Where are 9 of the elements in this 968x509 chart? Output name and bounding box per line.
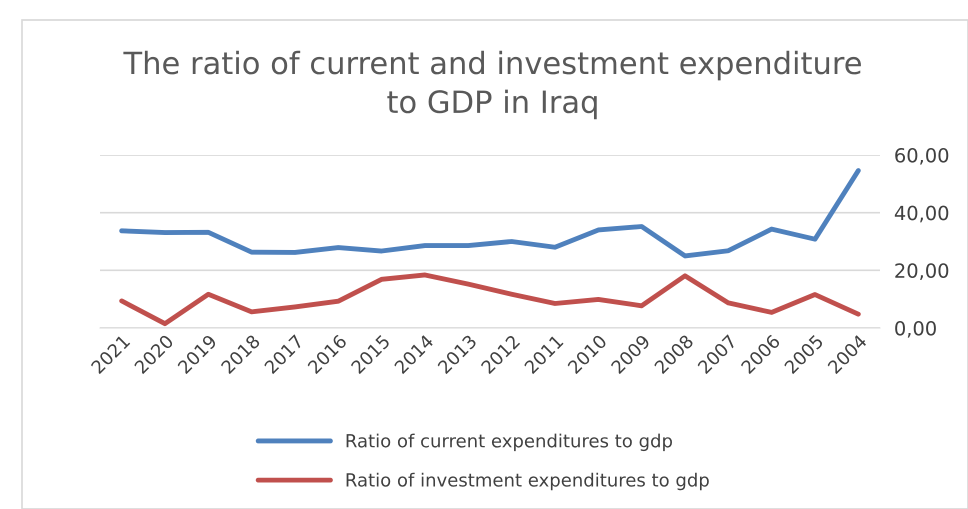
line-series bbox=[119, 168, 861, 258]
y-tick-label: 40,00 bbox=[894, 206, 948, 222]
legend-label: Ratio of current expenditures to gdp bbox=[346, 434, 672, 452]
legend-label: Ratio of investment expenditures to gdp bbox=[346, 472, 709, 490]
line-series bbox=[119, 272, 861, 326]
y-tick-label: 20,00 bbox=[895, 263, 948, 280]
chart-title: The ratio of current and investment expenditure to GDP in Iraq bbox=[123, 50, 861, 120]
y-tick-label: 60,00 bbox=[895, 148, 948, 165]
y-tick-label: 0,00 bbox=[895, 320, 936, 338]
